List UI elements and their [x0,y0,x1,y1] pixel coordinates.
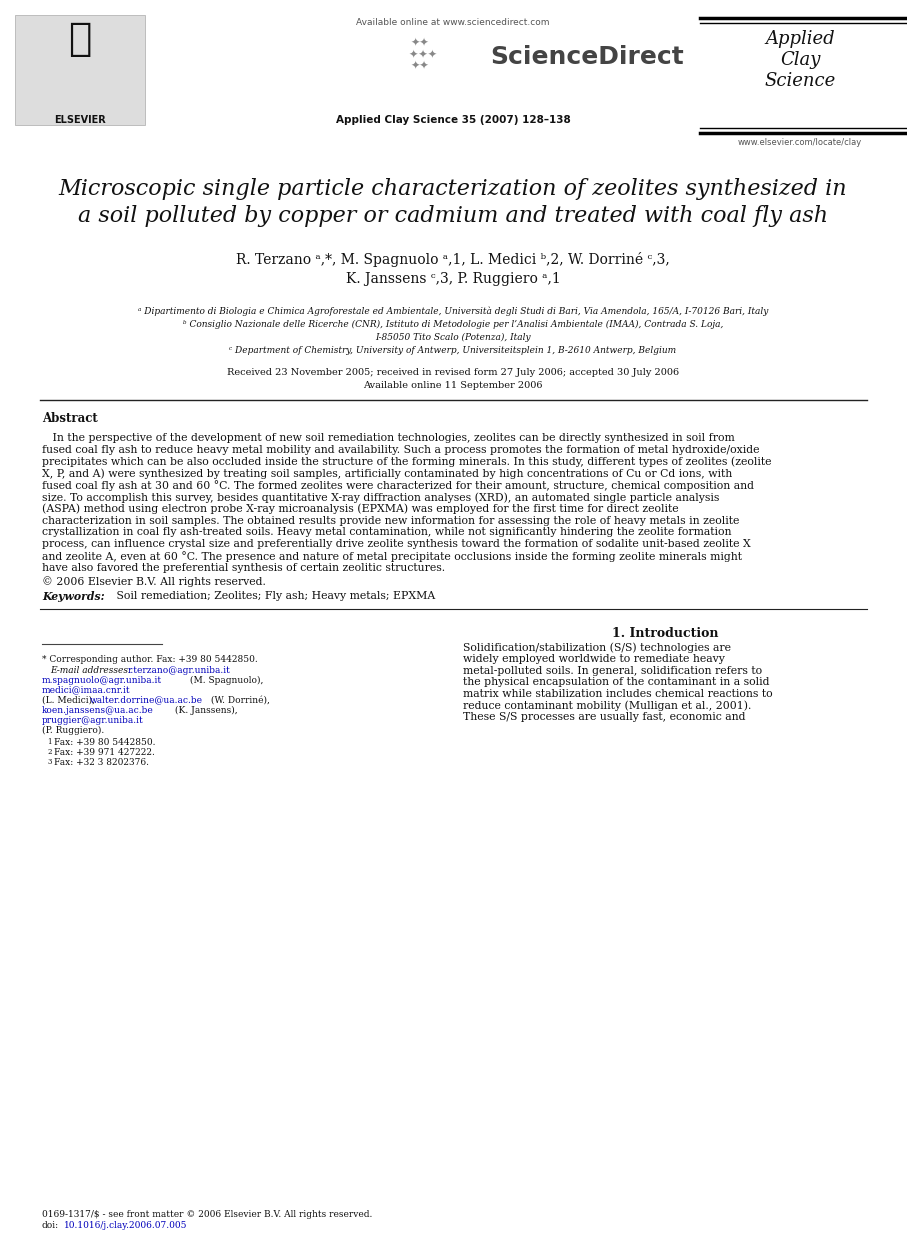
Text: © 2006 Elsevier B.V. All rights reserved.: © 2006 Elsevier B.V. All rights reserved… [42,577,266,587]
Text: Fax: +39 971 427222.: Fax: +39 971 427222. [54,748,155,756]
Text: R. Terzano ᵃ,*, M. Spagnuolo ᵃ,1, L. Medici ᵇ,2, W. Dorriné ᶜ,3,: R. Terzano ᵃ,*, M. Spagnuolo ᵃ,1, L. Med… [236,253,670,267]
Text: (M. Spagnuolo),: (M. Spagnuolo), [187,676,263,685]
Text: ELSEVIER: ELSEVIER [54,115,106,125]
Text: matrix while stabilization includes chemical reactions to: matrix while stabilization includes chem… [463,688,773,698]
Text: (ASPA) method using electron probe X-ray microanalysis (EPXMA) was employed for : (ASPA) method using electron probe X-ray… [42,504,678,514]
Text: doi:: doi: [42,1221,59,1231]
Text: precipitates which can be also occluded inside the structure of the forming mine: precipitates which can be also occluded … [42,457,772,467]
Text: the physical encapsulation of the contaminant in a solid: the physical encapsulation of the contam… [463,677,769,687]
Text: 0169-1317/$ - see front matter © 2006 Elsevier B.V. All rights reserved.: 0169-1317/$ - see front matter © 2006 El… [42,1210,373,1219]
Text: m.spagnuolo@agr.uniba.it: m.spagnuolo@agr.uniba.it [42,676,162,685]
Text: Microscopic single particle characterization of zeolites synthesized in: Microscopic single particle characteriza… [59,178,847,201]
Text: Abstract: Abstract [42,412,98,425]
Text: walter.dorrine@ua.ac.be: walter.dorrine@ua.ac.be [90,696,203,704]
Text: In the perspective of the development of new soil remediation technologies, zeol: In the perspective of the development of… [42,433,735,443]
Text: and zeolite A, even at 60 °C. The presence and nature of metal precipitate occlu: and zeolite A, even at 60 °C. The presen… [42,551,742,562]
Text: 1. Introduction: 1. Introduction [611,626,718,640]
Text: www.elsevier.com/locate/clay: www.elsevier.com/locate/clay [738,137,863,147]
Text: fused coal fly ash at 30 and 60 °C. The formed zeolites were characterized for t: fused coal fly ash at 30 and 60 °C. The … [42,480,754,491]
Text: Solidification/stabilization (S/S) technologies are: Solidification/stabilization (S/S) techn… [463,643,731,654]
Text: widely employed worldwide to remediate heavy: widely employed worldwide to remediate h… [463,654,725,664]
Text: (W. Dorriné),: (W. Dorriné), [208,696,270,704]
Text: These S/S processes are usually fast, economic and: These S/S processes are usually fast, ec… [463,712,746,722]
Text: K. Janssens ᶜ,3, P. Ruggiero ᵃ,1: K. Janssens ᶜ,3, P. Ruggiero ᵃ,1 [346,272,561,286]
Text: Applied
Clay
Science: Applied Clay Science [765,30,835,89]
Text: Received 23 November 2005; received in revised form 27 July 2006; accepted 30 Ju: Received 23 November 2005; received in r… [227,368,679,378]
Text: E-mail addresses:: E-mail addresses: [50,666,131,675]
Text: crystallization in coal fly ash-treated soils. Heavy metal contamination, while : crystallization in coal fly ash-treated … [42,527,732,537]
Text: ScienceDirect: ScienceDirect [490,45,684,69]
Text: Soil remediation; Zeolites; Fly ash; Heavy metals; EPXMA: Soil remediation; Zeolites; Fly ash; Hea… [113,591,435,600]
Text: r.terzano@agr.uniba.it: r.terzano@agr.uniba.it [128,666,231,675]
Text: Fax: +32 3 8202376.: Fax: +32 3 8202376. [54,758,149,766]
Text: Fax: +39 80 5442850.: Fax: +39 80 5442850. [54,738,155,747]
Text: ᶜ Department of Chemistry, University of Antwerp, Universiteitsplein 1, B-2610 A: ᶜ Department of Chemistry, University of… [229,345,677,355]
Text: fused coal fly ash to reduce heavy metal mobility and availability. Such a proce: fused coal fly ash to reduce heavy metal… [42,444,759,454]
Text: reduce contaminant mobility (Mulligan et al., 2001).: reduce contaminant mobility (Mulligan et… [463,701,751,711]
Text: size. To accomplish this survey, besides quantitative X-ray diffraction analyses: size. To accomplish this survey, besides… [42,491,719,503]
Text: medici@imaa.cnr.it: medici@imaa.cnr.it [42,686,131,695]
Text: ᵃ Dipartimento di Biologia e Chimica Agroforestale ed Ambientale, Università deg: ᵃ Dipartimento di Biologia e Chimica Agr… [138,307,768,317]
Text: (L. Medici),: (L. Medici), [42,696,95,704]
Text: Available online 11 September 2006: Available online 11 September 2006 [363,381,542,390]
Text: 10.1016/j.clay.2006.07.005: 10.1016/j.clay.2006.07.005 [64,1221,188,1231]
Text: (P. Ruggiero).: (P. Ruggiero). [42,725,104,734]
Text: a soil polluted by copper or cadmium and treated with coal fly ash: a soil polluted by copper or cadmium and… [78,206,828,227]
Text: 1: 1 [47,738,52,745]
Text: pruggier@agr.uniba.it: pruggier@agr.uniba.it [42,716,143,724]
Text: 3: 3 [47,758,52,765]
Text: ✦✦
  ✦✦✦
✦✦: ✦✦ ✦✦✦ ✦✦ [403,38,437,72]
Text: I-85050 Tito Scalo (Potenza), Italy: I-85050 Tito Scalo (Potenza), Italy [375,333,531,342]
Text: (K. Janssens),: (K. Janssens), [172,706,238,714]
Text: process, can influence crystal size and preferentially drive zeolite synthesis t: process, can influence crystal size and … [42,540,751,550]
Text: koen.janssens@ua.ac.be: koen.janssens@ua.ac.be [42,706,154,714]
Text: metal-polluted soils. In general, solidification refers to: metal-polluted soils. In general, solidi… [463,666,762,676]
Text: Available online at www.sciencedirect.com: Available online at www.sciencedirect.co… [356,19,550,27]
Text: Keywords:: Keywords: [42,591,104,602]
FancyBboxPatch shape [15,15,145,125]
Text: 🌳: 🌳 [68,20,92,58]
Text: Applied Clay Science 35 (2007) 128–138: Applied Clay Science 35 (2007) 128–138 [336,115,571,125]
Text: characterization in soil samples. The obtained results provide new information f: characterization in soil samples. The ob… [42,515,739,526]
Text: have also favored the preferential synthesis of certain zeolitic structures.: have also favored the preferential synth… [42,563,445,573]
Text: X, P, and A) were synthesized by treating soil samples, artificially contaminate: X, P, and A) were synthesized by treatin… [42,468,732,479]
Text: ᵇ Consiglio Nazionale delle Ricerche (CNR), Istituto di Metodologie per l’Analis: ᵇ Consiglio Nazionale delle Ricerche (CN… [183,319,723,329]
Text: * Corresponding author. Fax: +39 80 5442850.: * Corresponding author. Fax: +39 80 5442… [42,655,258,664]
Text: 2: 2 [47,748,52,755]
